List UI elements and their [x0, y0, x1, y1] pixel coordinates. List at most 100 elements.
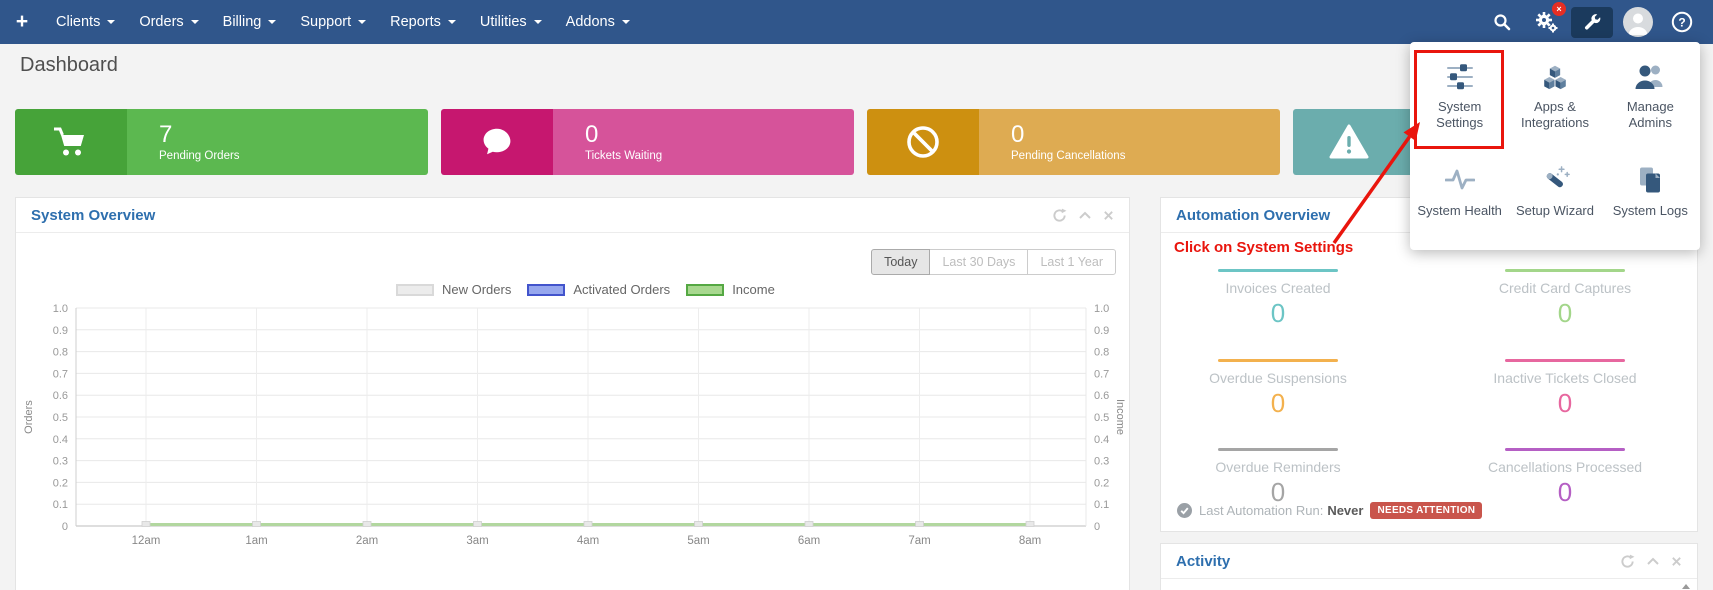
stat-value: 0 — [1557, 298, 1573, 328]
chart-legend: New Orders Activated Orders Income — [396, 282, 775, 297]
svg-text:0.2: 0.2 — [53, 477, 68, 489]
menu-item-manage-admins[interactable]: Manage Admins — [1603, 50, 1698, 154]
menu-item-label: Setup Wizard — [1515, 203, 1594, 219]
panel-title: System Overview — [31, 206, 156, 224]
range-1year-button[interactable]: Last 1 Year — [1027, 249, 1116, 275]
stat-accent — [1218, 269, 1338, 272]
system-overview-panel: System Overview Today Last 30 Days Last … — [15, 197, 1130, 590]
card-body: 7 Pending Orders — [127, 109, 428, 175]
navbar-right-icons: × ? — [1483, 0, 1713, 44]
refresh-icon[interactable] — [1620, 554, 1635, 569]
svg-text:1.0: 1.0 — [1094, 303, 1109, 315]
panel-header: System Overview — [16, 198, 1129, 233]
comment-icon — [441, 109, 553, 175]
nav-addons[interactable]: Addons — [554, 0, 642, 44]
panel-title: Automation Overview — [1176, 206, 1331, 224]
svg-text:7am: 7am — [908, 535, 930, 547]
svg-text:Orders: Orders — [23, 400, 35, 434]
panel-tools — [1620, 554, 1682, 569]
close-icon[interactable] — [1671, 556, 1682, 567]
collapse-chevron-up-icon[interactable] — [1646, 557, 1660, 566]
nav-support[interactable]: Support — [288, 0, 378, 44]
svg-text:8am: 8am — [1019, 535, 1041, 547]
activity-panel: Activity — [1160, 543, 1698, 590]
stat-accent — [1218, 359, 1338, 362]
menu-item-apps-integrations[interactable]: Apps & Integrations — [1507, 50, 1602, 154]
chevron-down-icon — [107, 20, 116, 24]
card-value: 0 — [1011, 121, 1025, 148]
nav-clients[interactable]: Clients — [44, 0, 127, 44]
card-label: Pending Orders — [159, 150, 240, 162]
stat-value: 0 — [1270, 298, 1286, 328]
cron-error-badge: × — [1552, 2, 1566, 16]
svg-text:6am: 6am — [798, 535, 820, 547]
needs-attention-badge[interactable]: NEEDS ATTENTION — [1370, 502, 1483, 519]
top-navbar: + Clients Orders Billing Support Reports… — [0, 0, 1713, 44]
range-today-button[interactable]: Today — [871, 249, 931, 275]
svg-text:2am: 2am — [356, 535, 378, 547]
range-30days-button[interactable]: Last 30 Days — [929, 249, 1029, 275]
user-avatar[interactable] — [1619, 0, 1657, 44]
nav-orders[interactable]: Orders — [127, 0, 210, 44]
panel-title: Activity — [1176, 552, 1231, 570]
pages-icon — [1636, 162, 1664, 198]
close-icon[interactable] — [1103, 210, 1114, 221]
menu-item-label: Manage Admins — [1626, 99, 1674, 131]
refresh-icon[interactable] — [1052, 208, 1067, 223]
svg-text:0.6: 0.6 — [53, 390, 68, 402]
menu-item-label: System Logs — [1612, 203, 1688, 219]
stat-accent — [1505, 359, 1625, 362]
panel-tools — [1052, 208, 1114, 223]
card-body: 0 Tickets Waiting — [553, 109, 854, 175]
help-icon[interactable]: ? — [1663, 0, 1701, 44]
last-run-label: Last Automation Run: — [1199, 503, 1324, 518]
stat-inactive-tickets-closed: Inactive Tickets Closed 0 — [1445, 359, 1685, 419]
nav-reports[interactable]: Reports — [378, 0, 468, 44]
scrollbar-up-arrow[interactable] — [1682, 584, 1690, 589]
avatar — [1623, 7, 1653, 37]
legend-swatch — [527, 283, 566, 296]
svg-text:0.1: 0.1 — [53, 499, 68, 511]
menu-item-system-logs[interactable]: System Logs — [1603, 154, 1698, 242]
collapse-chevron-up-icon[interactable] — [1078, 211, 1092, 220]
nav-label: Addons — [565, 14, 615, 30]
legend-label: Income — [732, 282, 775, 297]
menu-item-label: System Health — [1417, 203, 1502, 219]
menu-item-system-health[interactable]: System Health — [1412, 154, 1507, 242]
svg-text:0.4: 0.4 — [1094, 434, 1109, 446]
svg-text:0.8: 0.8 — [53, 347, 68, 359]
stat-cancellations-processed: Cancellations Processed 0 — [1445, 448, 1685, 508]
cubes-icon — [1540, 58, 1570, 94]
legend-activated-orders: Activated Orders — [527, 282, 670, 297]
svg-text:3am: 3am — [466, 535, 488, 547]
automation-status-gears-icon[interactable]: × — [1527, 0, 1566, 44]
search-icon[interactable] — [1483, 0, 1521, 44]
pending-orders-card[interactable]: 7 Pending Orders — [15, 109, 428, 175]
nav-label: Reports — [390, 14, 441, 30]
legend-swatch — [686, 283, 725, 296]
menu-item-setup-wizard[interactable]: Setup Wizard — [1507, 154, 1602, 242]
nav-billing[interactable]: Billing — [211, 0, 289, 44]
svg-text:0.3: 0.3 — [53, 456, 68, 468]
stat-label: Overdue Reminders — [1215, 459, 1341, 475]
nav-utilities[interactable]: Utilities — [468, 0, 554, 44]
admin-tools-wrench-icon[interactable] — [1571, 6, 1613, 38]
chevron-down-icon — [621, 20, 630, 24]
last-automation-run: Last Automation Run: Never NEEDS ATTENTI… — [1177, 502, 1483, 519]
tickets-waiting-card[interactable]: 0 Tickets Waiting — [441, 109, 854, 175]
stat-accent — [1505, 269, 1625, 272]
svg-text:0.9: 0.9 — [1094, 325, 1109, 337]
svg-text:0: 0 — [62, 521, 68, 533]
add-new-button[interactable]: + — [15, 10, 29, 33]
page-title: Dashboard — [20, 54, 118, 76]
annotation-text: Click on System Settings — [1174, 239, 1354, 256]
svg-text:4am: 4am — [577, 535, 599, 547]
stat-invoices-created: Invoices Created 0 — [1158, 269, 1398, 329]
check-circle-icon — [1177, 503, 1192, 518]
chevron-down-icon — [358, 20, 367, 24]
panel-header: Activity — [1161, 544, 1697, 579]
card-value: 7 — [159, 121, 173, 148]
pending-cancellations-card[interactable]: 0 Pending Cancellations — [867, 109, 1280, 175]
menu-item-system-settings[interactable]: System Settings — [1412, 50, 1507, 154]
card-label: Pending Cancellations — [1011, 150, 1126, 162]
